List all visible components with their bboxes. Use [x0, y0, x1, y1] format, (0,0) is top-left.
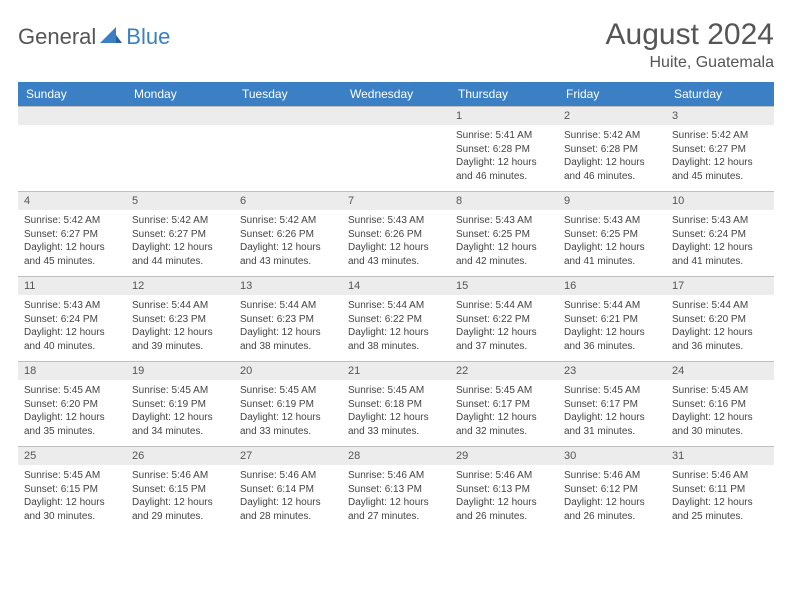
- day-detail-cell: Sunrise: 5:44 AMSunset: 6:21 PMDaylight:…: [558, 295, 666, 362]
- day-number-cell: 27: [234, 447, 342, 466]
- day-number-row: 11121314151617: [18, 277, 774, 296]
- day-detail-cell: Sunrise: 5:46 AMSunset: 6:12 PMDaylight:…: [558, 465, 666, 531]
- day-detail-row: Sunrise: 5:41 AMSunset: 6:28 PMDaylight:…: [18, 125, 774, 192]
- day-number-cell: [126, 107, 234, 126]
- calendar-table: Sunday Monday Tuesday Wednesday Thursday…: [18, 82, 774, 531]
- day-number-cell: 1: [450, 107, 558, 126]
- day-number-cell: 19: [126, 362, 234, 381]
- day-number-cell: 24: [666, 362, 774, 381]
- day-number-cell: 20: [234, 362, 342, 381]
- day-number-cell: [342, 107, 450, 126]
- day-detail-cell: Sunrise: 5:43 AMSunset: 6:26 PMDaylight:…: [342, 210, 450, 277]
- day-detail-cell: Sunrise: 5:45 AMSunset: 6:17 PMDaylight:…: [450, 380, 558, 447]
- day-detail-cell: [342, 125, 450, 192]
- weekday-header: Saturday: [666, 82, 774, 107]
- day-number-cell: 14: [342, 277, 450, 296]
- day-detail-cell: Sunrise: 5:45 AMSunset: 6:15 PMDaylight:…: [18, 465, 126, 531]
- day-number-cell: 4: [18, 192, 126, 211]
- day-detail-row: Sunrise: 5:43 AMSunset: 6:24 PMDaylight:…: [18, 295, 774, 362]
- day-number-cell: 17: [666, 277, 774, 296]
- day-number-cell: 29: [450, 447, 558, 466]
- weekday-header: Sunday: [18, 82, 126, 107]
- day-number-cell: [18, 107, 126, 126]
- day-number-cell: 23: [558, 362, 666, 381]
- day-detail-cell: Sunrise: 5:42 AMSunset: 6:26 PMDaylight:…: [234, 210, 342, 277]
- day-detail-row: Sunrise: 5:45 AMSunset: 6:20 PMDaylight:…: [18, 380, 774, 447]
- day-number-cell: 12: [126, 277, 234, 296]
- day-detail-cell: [126, 125, 234, 192]
- day-number-cell: 13: [234, 277, 342, 296]
- day-detail-cell: Sunrise: 5:42 AMSunset: 6:28 PMDaylight:…: [558, 125, 666, 192]
- day-detail-row: Sunrise: 5:45 AMSunset: 6:15 PMDaylight:…: [18, 465, 774, 531]
- weekday-header-row: Sunday Monday Tuesday Wednesday Thursday…: [18, 82, 774, 107]
- day-number-cell: 6: [234, 192, 342, 211]
- day-detail-cell: Sunrise: 5:41 AMSunset: 6:28 PMDaylight:…: [450, 125, 558, 192]
- day-number-cell: 21: [342, 362, 450, 381]
- day-detail-cell: Sunrise: 5:44 AMSunset: 6:22 PMDaylight:…: [342, 295, 450, 362]
- day-number-cell: 18: [18, 362, 126, 381]
- logo: General Blue: [18, 18, 170, 50]
- day-detail-cell: Sunrise: 5:44 AMSunset: 6:23 PMDaylight:…: [126, 295, 234, 362]
- day-detail-cell: Sunrise: 5:45 AMSunset: 6:18 PMDaylight:…: [342, 380, 450, 447]
- day-number-cell: 2: [558, 107, 666, 126]
- day-detail-cell: Sunrise: 5:46 AMSunset: 6:13 PMDaylight:…: [450, 465, 558, 531]
- day-number-row: 123: [18, 107, 774, 126]
- day-number-cell: 3: [666, 107, 774, 126]
- day-detail-cell: Sunrise: 5:46 AMSunset: 6:14 PMDaylight:…: [234, 465, 342, 531]
- day-number-row: 45678910: [18, 192, 774, 211]
- day-number-cell: 15: [450, 277, 558, 296]
- day-detail-cell: Sunrise: 5:42 AMSunset: 6:27 PMDaylight:…: [18, 210, 126, 277]
- logo-text-general: General: [18, 24, 96, 50]
- day-detail-row: Sunrise: 5:42 AMSunset: 6:27 PMDaylight:…: [18, 210, 774, 277]
- day-number-cell: 9: [558, 192, 666, 211]
- day-detail-cell: Sunrise: 5:45 AMSunset: 6:19 PMDaylight:…: [234, 380, 342, 447]
- day-number-cell: 31: [666, 447, 774, 466]
- day-number-cell: 30: [558, 447, 666, 466]
- day-detail-cell: Sunrise: 5:46 AMSunset: 6:15 PMDaylight:…: [126, 465, 234, 531]
- logo-sail-icon: [98, 25, 124, 50]
- logo-text-blue: Blue: [126, 24, 170, 50]
- month-title: August 2024: [606, 18, 774, 52]
- day-number-cell: 28: [342, 447, 450, 466]
- day-detail-cell: Sunrise: 5:43 AMSunset: 6:24 PMDaylight:…: [18, 295, 126, 362]
- weekday-header: Monday: [126, 82, 234, 107]
- day-detail-cell: Sunrise: 5:46 AMSunset: 6:13 PMDaylight:…: [342, 465, 450, 531]
- weekday-header: Tuesday: [234, 82, 342, 107]
- day-number-cell: 11: [18, 277, 126, 296]
- day-detail-cell: Sunrise: 5:42 AMSunset: 6:27 PMDaylight:…: [126, 210, 234, 277]
- day-detail-cell: Sunrise: 5:45 AMSunset: 6:17 PMDaylight:…: [558, 380, 666, 447]
- day-detail-cell: Sunrise: 5:44 AMSunset: 6:23 PMDaylight:…: [234, 295, 342, 362]
- weekday-header: Wednesday: [342, 82, 450, 107]
- day-detail-cell: Sunrise: 5:45 AMSunset: 6:19 PMDaylight:…: [126, 380, 234, 447]
- weekday-header: Friday: [558, 82, 666, 107]
- weekday-header: Thursday: [450, 82, 558, 107]
- day-number-cell: 10: [666, 192, 774, 211]
- header: General Blue August 2024 Huite, Guatemal…: [18, 18, 774, 72]
- day-detail-cell: Sunrise: 5:42 AMSunset: 6:27 PMDaylight:…: [666, 125, 774, 192]
- day-number-row: 25262728293031: [18, 447, 774, 466]
- day-detail-cell: Sunrise: 5:43 AMSunset: 6:25 PMDaylight:…: [450, 210, 558, 277]
- day-number-cell: 25: [18, 447, 126, 466]
- day-number-cell: 26: [126, 447, 234, 466]
- day-detail-cell: Sunrise: 5:45 AMSunset: 6:20 PMDaylight:…: [18, 380, 126, 447]
- day-detail-cell: Sunrise: 5:44 AMSunset: 6:20 PMDaylight:…: [666, 295, 774, 362]
- day-number-cell: 8: [450, 192, 558, 211]
- location-label: Huite, Guatemala: [606, 54, 774, 72]
- day-detail-cell: Sunrise: 5:43 AMSunset: 6:25 PMDaylight:…: [558, 210, 666, 277]
- day-number-cell: 22: [450, 362, 558, 381]
- title-block: August 2024 Huite, Guatemala: [606, 18, 774, 72]
- day-number-cell: 16: [558, 277, 666, 296]
- day-detail-cell: Sunrise: 5:46 AMSunset: 6:11 PMDaylight:…: [666, 465, 774, 531]
- day-detail-cell: Sunrise: 5:43 AMSunset: 6:24 PMDaylight:…: [666, 210, 774, 277]
- day-number-cell: [234, 107, 342, 126]
- day-detail-cell: Sunrise: 5:45 AMSunset: 6:16 PMDaylight:…: [666, 380, 774, 447]
- day-number-cell: 5: [126, 192, 234, 211]
- day-detail-cell: Sunrise: 5:44 AMSunset: 6:22 PMDaylight:…: [450, 295, 558, 362]
- day-number-row: 18192021222324: [18, 362, 774, 381]
- day-detail-cell: [18, 125, 126, 192]
- day-number-cell: 7: [342, 192, 450, 211]
- day-detail-cell: [234, 125, 342, 192]
